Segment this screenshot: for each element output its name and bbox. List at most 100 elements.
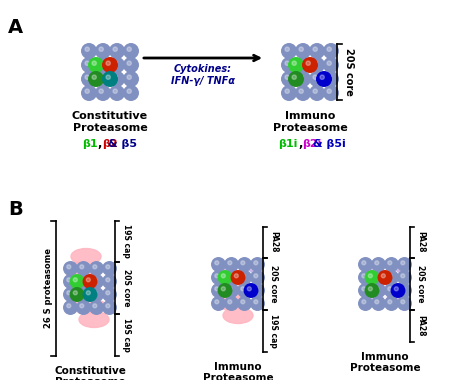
Circle shape bbox=[124, 72, 138, 86]
Circle shape bbox=[228, 261, 232, 265]
Circle shape bbox=[218, 284, 232, 297]
Circle shape bbox=[375, 274, 379, 278]
Circle shape bbox=[212, 258, 225, 271]
Circle shape bbox=[127, 61, 131, 65]
Circle shape bbox=[385, 258, 398, 271]
Circle shape bbox=[292, 75, 296, 79]
Circle shape bbox=[124, 86, 138, 100]
Circle shape bbox=[96, 86, 110, 100]
Circle shape bbox=[215, 261, 219, 265]
Circle shape bbox=[93, 304, 97, 308]
Circle shape bbox=[306, 61, 310, 65]
Text: 20S core: 20S core bbox=[121, 269, 130, 307]
Circle shape bbox=[228, 274, 232, 278]
Text: Constitutive
Proteasome: Constitutive Proteasome bbox=[72, 111, 148, 133]
Circle shape bbox=[372, 284, 385, 297]
Circle shape bbox=[103, 301, 116, 314]
Circle shape bbox=[103, 72, 117, 86]
Circle shape bbox=[359, 271, 372, 284]
Circle shape bbox=[212, 284, 225, 297]
Text: β1: β1 bbox=[82, 139, 98, 149]
Circle shape bbox=[359, 258, 372, 271]
Circle shape bbox=[67, 291, 71, 295]
Circle shape bbox=[106, 75, 110, 79]
Circle shape bbox=[92, 61, 96, 65]
Circle shape bbox=[93, 265, 97, 269]
Text: 20S core: 20S core bbox=[417, 265, 426, 303]
Circle shape bbox=[285, 47, 289, 51]
Circle shape bbox=[299, 75, 303, 79]
Circle shape bbox=[225, 258, 238, 271]
Circle shape bbox=[362, 274, 366, 278]
Circle shape bbox=[90, 262, 103, 275]
Text: PA28: PA28 bbox=[270, 231, 279, 253]
Circle shape bbox=[299, 47, 303, 51]
Circle shape bbox=[103, 58, 117, 72]
Circle shape bbox=[99, 61, 103, 65]
Text: 20S core: 20S core bbox=[270, 265, 279, 303]
Circle shape bbox=[394, 287, 398, 291]
Circle shape bbox=[289, 58, 303, 72]
Circle shape bbox=[67, 278, 71, 282]
Circle shape bbox=[375, 287, 379, 291]
Text: β1i: β1i bbox=[278, 139, 298, 149]
Circle shape bbox=[225, 271, 238, 284]
Circle shape bbox=[285, 61, 289, 65]
Ellipse shape bbox=[220, 267, 256, 294]
Text: β2i: β2i bbox=[302, 139, 322, 149]
Circle shape bbox=[215, 300, 219, 304]
Circle shape bbox=[82, 44, 96, 58]
Circle shape bbox=[324, 86, 338, 100]
Circle shape bbox=[106, 291, 110, 295]
Circle shape bbox=[317, 72, 331, 86]
Circle shape bbox=[127, 47, 131, 51]
Circle shape bbox=[103, 275, 116, 288]
Circle shape bbox=[80, 278, 84, 282]
Text: ,: , bbox=[299, 139, 303, 149]
Circle shape bbox=[327, 61, 331, 65]
Circle shape bbox=[82, 72, 96, 86]
Circle shape bbox=[401, 261, 405, 265]
Circle shape bbox=[381, 274, 385, 278]
Circle shape bbox=[292, 61, 296, 65]
Circle shape bbox=[85, 89, 90, 93]
Circle shape bbox=[106, 61, 110, 65]
Circle shape bbox=[398, 258, 411, 271]
Circle shape bbox=[375, 300, 379, 304]
Circle shape bbox=[310, 86, 324, 100]
Circle shape bbox=[254, 274, 258, 278]
Circle shape bbox=[83, 288, 97, 301]
Circle shape bbox=[82, 86, 96, 100]
Circle shape bbox=[398, 271, 411, 284]
Text: 19S cap: 19S cap bbox=[121, 318, 130, 352]
Circle shape bbox=[241, 287, 245, 291]
Circle shape bbox=[73, 278, 77, 282]
Circle shape bbox=[375, 261, 379, 265]
Text: PA28: PA28 bbox=[417, 231, 426, 253]
Circle shape bbox=[388, 287, 392, 291]
Circle shape bbox=[296, 72, 310, 86]
Circle shape bbox=[228, 287, 232, 291]
Circle shape bbox=[303, 58, 317, 72]
Circle shape bbox=[282, 58, 296, 72]
Circle shape bbox=[238, 271, 251, 284]
Circle shape bbox=[93, 291, 97, 295]
Circle shape bbox=[320, 75, 324, 79]
Circle shape bbox=[378, 271, 392, 284]
Ellipse shape bbox=[367, 274, 403, 301]
Circle shape bbox=[313, 89, 318, 93]
Text: A: A bbox=[8, 18, 23, 37]
Circle shape bbox=[64, 275, 77, 288]
Text: 26 S proteasome: 26 S proteasome bbox=[44, 248, 53, 328]
Circle shape bbox=[89, 58, 103, 72]
Text: Cytokines:
IFN-γ/ TNFα: Cytokines: IFN-γ/ TNFα bbox=[171, 64, 235, 86]
Text: Constitutive
Proteasome: Constitutive Proteasome bbox=[54, 366, 126, 380]
Circle shape bbox=[285, 89, 289, 93]
Circle shape bbox=[77, 275, 90, 288]
Circle shape bbox=[285, 75, 289, 79]
Circle shape bbox=[212, 271, 225, 284]
Circle shape bbox=[64, 262, 77, 275]
Circle shape bbox=[324, 58, 338, 72]
Circle shape bbox=[310, 58, 324, 72]
Circle shape bbox=[127, 75, 131, 79]
